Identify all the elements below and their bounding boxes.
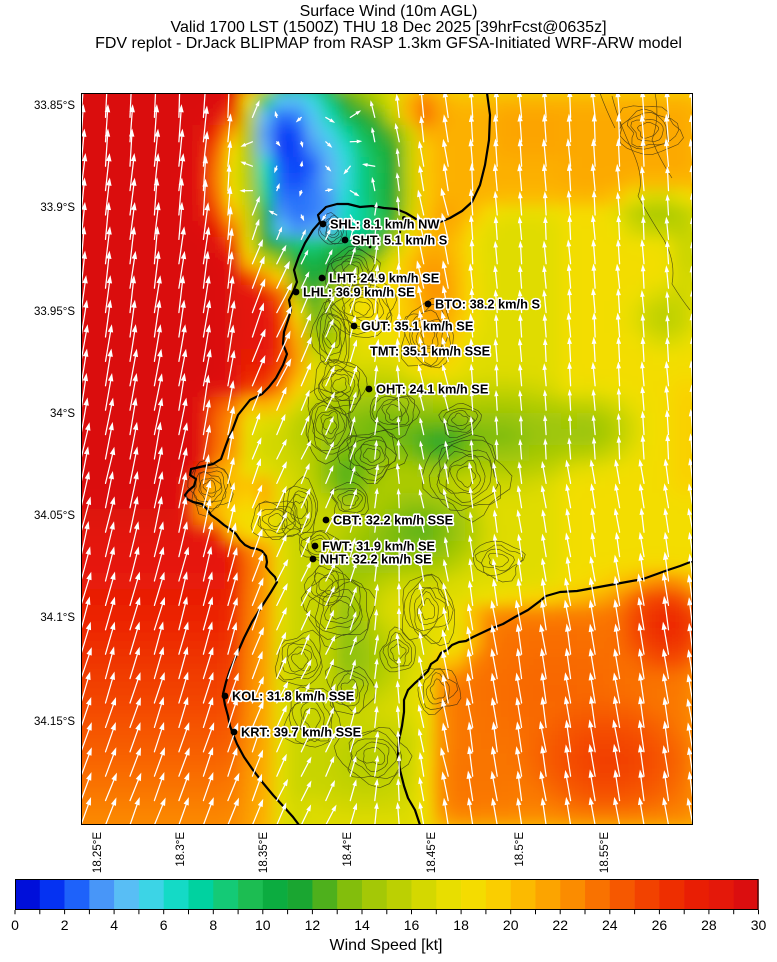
svg-text:6: 6 bbox=[160, 917, 168, 933]
svg-text:16: 16 bbox=[404, 917, 420, 933]
svg-text:34°S: 34°S bbox=[50, 408, 75, 420]
svg-text:18.45°E: 18.45°E bbox=[426, 832, 438, 873]
svg-text:LHL: 36.9 km/h SE: LHL: 36.9 km/h SE bbox=[303, 285, 415, 300]
svg-text:BTO: 38.2 km/h S: BTO: 38.2 km/h S bbox=[435, 297, 540, 312]
svg-text:18.35°E: 18.35°E bbox=[258, 832, 270, 873]
svg-text:33.85°S: 33.85°S bbox=[34, 100, 75, 112]
svg-text:CBT: 32.2 km/h SSE: CBT: 32.2 km/h SSE bbox=[333, 513, 454, 528]
svg-text:18.5°E: 18.5°E bbox=[514, 832, 526, 867]
svg-text:18: 18 bbox=[453, 917, 469, 933]
svg-text:GUT: 35.1 km/h SE: GUT: 35.1 km/h SE bbox=[361, 319, 474, 334]
svg-text:28: 28 bbox=[701, 917, 717, 933]
svg-text:18.3°E: 18.3°E bbox=[175, 832, 187, 867]
svg-text:NHT: 32.2 km/h SE: NHT: 32.2 km/h SE bbox=[320, 552, 432, 567]
svg-text:34.1°S: 34.1°S bbox=[40, 612, 75, 624]
svg-text:4: 4 bbox=[110, 917, 118, 933]
svg-text:12: 12 bbox=[305, 917, 321, 933]
svg-text:30: 30 bbox=[751, 917, 767, 933]
svg-text:KOL: 31.8 km/h SSE: KOL: 31.8 km/h SSE bbox=[232, 689, 355, 704]
svg-text:2: 2 bbox=[61, 917, 69, 933]
svg-text:18.4°E: 18.4°E bbox=[342, 832, 354, 867]
svg-text:Wind Speed [kt]: Wind Speed [kt] bbox=[330, 937, 443, 954]
svg-text:10: 10 bbox=[255, 917, 271, 933]
svg-text:0: 0 bbox=[11, 917, 19, 933]
svg-text:34.15°S: 34.15°S bbox=[34, 716, 75, 728]
svg-text:LHT: 24.9 km/h SE: LHT: 24.9 km/h SE bbox=[329, 271, 440, 286]
svg-text:18.25°E: 18.25°E bbox=[92, 832, 104, 873]
svg-text:20: 20 bbox=[503, 917, 519, 933]
svg-text:33.95°S: 33.95°S bbox=[34, 306, 75, 318]
svg-text:18.55°E: 18.55°E bbox=[599, 832, 611, 873]
svg-text:24: 24 bbox=[602, 917, 618, 933]
svg-text:SHL: 8.1 km/h NW: SHL: 8.1 km/h NW bbox=[330, 217, 440, 232]
svg-text:TMT: 35.1 km/h SSE: TMT: 35.1 km/h SSE bbox=[370, 344, 491, 359]
svg-text:26: 26 bbox=[652, 917, 668, 933]
svg-text:SHT: 5.1 km/h S: SHT: 5.1 km/h S bbox=[352, 233, 448, 248]
svg-text:OHT: 24.1 km/h SE: OHT: 24.1 km/h SE bbox=[376, 382, 489, 397]
svg-text:FWT: 31.9 km/h SE: FWT: 31.9 km/h SE bbox=[322, 539, 436, 554]
svg-text:KRT: 39.7 km/h SSE: KRT: 39.7 km/h SSE bbox=[241, 725, 362, 740]
svg-text:33.9°S: 33.9°S bbox=[40, 202, 75, 214]
svg-text:22: 22 bbox=[552, 917, 568, 933]
svg-text:8: 8 bbox=[209, 917, 217, 933]
svg-text:34.05°S: 34.05°S bbox=[34, 510, 75, 522]
svg-text:14: 14 bbox=[354, 917, 370, 933]
